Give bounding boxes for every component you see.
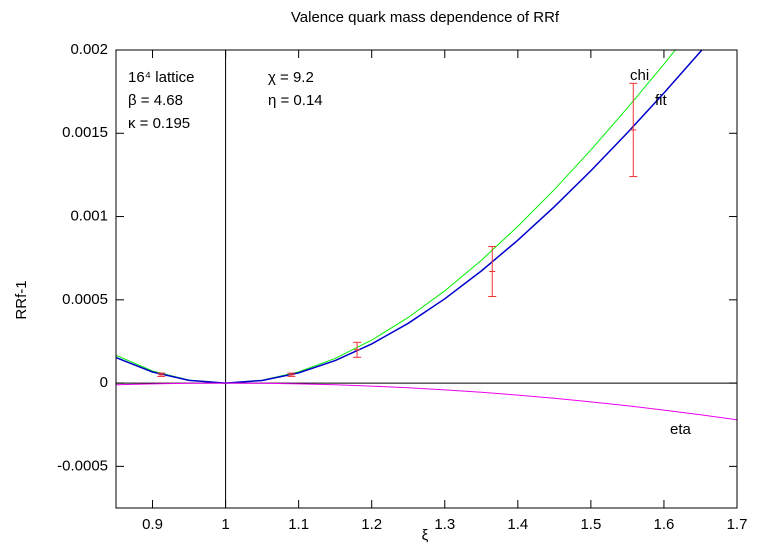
series-label: chi bbox=[630, 67, 649, 84]
series-label: fit bbox=[655, 92, 668, 109]
series-line bbox=[116, 50, 703, 384]
x-axis-label: ξ bbox=[422, 527, 429, 544]
y-tick-label: -0.0005 bbox=[57, 457, 108, 474]
annotation: 16⁴ lattice bbox=[128, 69, 194, 86]
plot-frame bbox=[115, 49, 738, 509]
annotation: β = 4.68 bbox=[128, 92, 183, 109]
x-tick-label: 1.6 bbox=[654, 516, 675, 533]
x-tick-label: 0.9 bbox=[142, 516, 163, 533]
y-tick-label: 0.0015 bbox=[62, 124, 108, 141]
x-tick-label: 1.4 bbox=[507, 516, 528, 533]
y-tick-label: 0 bbox=[100, 374, 108, 391]
y-tick-label: 0.0005 bbox=[62, 291, 108, 308]
x-tick-label: 1.1 bbox=[288, 516, 309, 533]
plot-area bbox=[116, 50, 737, 421]
x-tick-label: 1.5 bbox=[580, 516, 601, 533]
chart-title: Valence quark mass dependence of RRf bbox=[291, 9, 560, 26]
y-axis-label: RRf-1 bbox=[13, 280, 30, 319]
annotation: η = 0.14 bbox=[268, 92, 323, 109]
x-tick-label: 1.3 bbox=[434, 516, 455, 533]
y-tick-label: 0.002 bbox=[70, 41, 108, 58]
x-tick-label: 1.7 bbox=[727, 516, 748, 533]
x-tick-label: 1 bbox=[221, 516, 229, 533]
y-tick-label: 0.001 bbox=[70, 208, 108, 225]
x-tick-label: 1.2 bbox=[361, 516, 382, 533]
series-label: eta bbox=[670, 421, 692, 438]
annotation: κ = 0.195 bbox=[128, 115, 190, 132]
annotation: χ = 9.2 bbox=[268, 69, 314, 86]
series-line bbox=[116, 50, 676, 384]
series-line bbox=[116, 382, 737, 421]
